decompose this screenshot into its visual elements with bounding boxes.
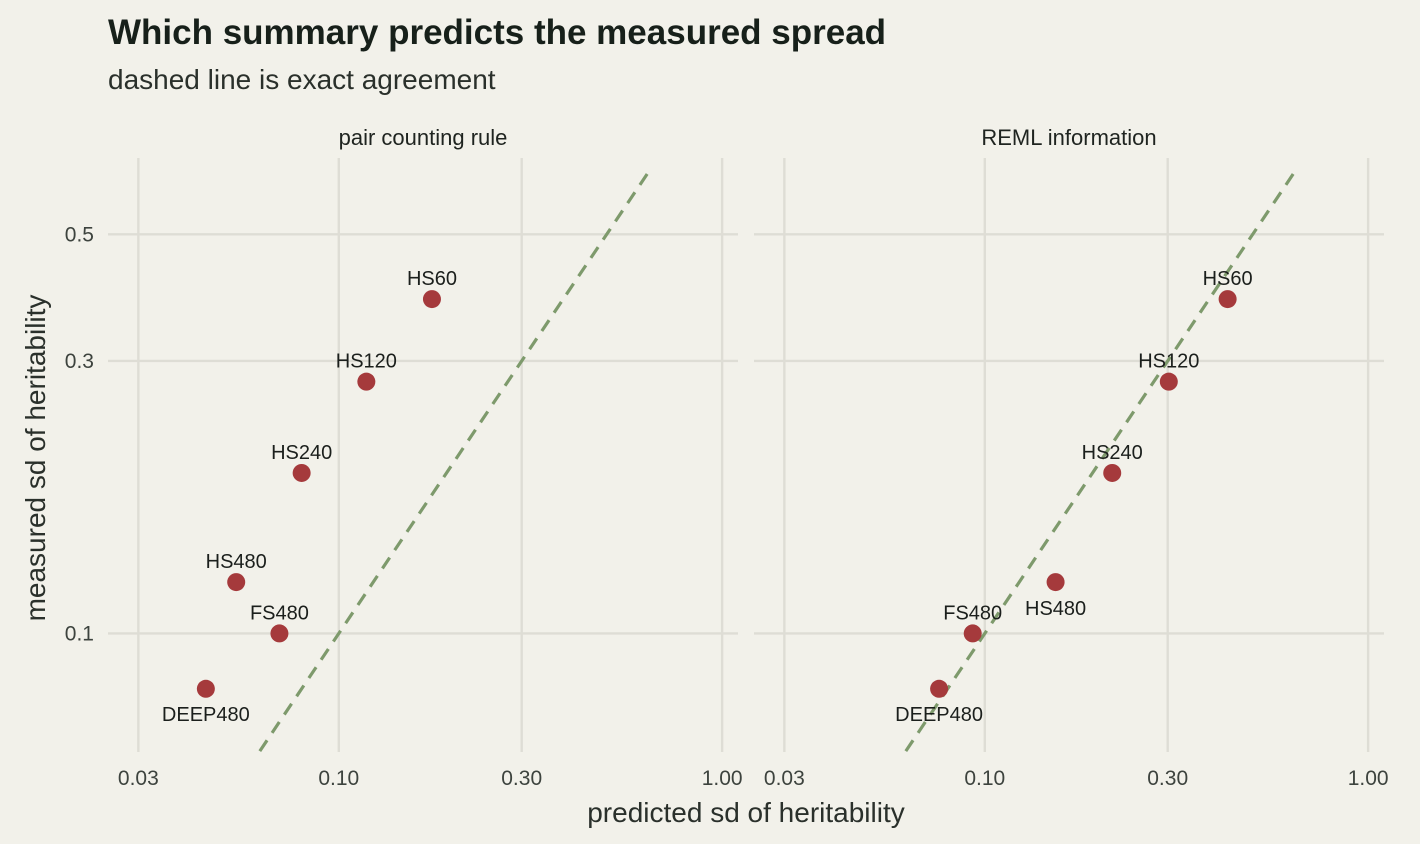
panel-0: pair counting rule 0.03 0.10 0.30 1.00 0.1 0.3… [65, 125, 743, 790]
point-label: HS480 [206, 551, 267, 573]
y-axis-title: measured sd of heritability [20, 295, 51, 622]
x-tick-label: 1.00 [1348, 767, 1389, 790]
x-tick-label: 1.00 [702, 767, 743, 790]
point-label: HS120 [336, 351, 397, 373]
x-axis-title: predicted sd of heritability [587, 797, 905, 828]
data-point [1046, 573, 1065, 592]
panel-title: pair counting rule [339, 125, 508, 150]
point-label: FS480 [943, 602, 1002, 624]
data-point [1103, 463, 1122, 482]
x-tick-label: 0.30 [501, 767, 542, 790]
data-point [1159, 372, 1178, 391]
point-label: DEEP480 [895, 704, 983, 726]
reference-line [257, 168, 652, 752]
y-tick-label: 0.1 [65, 622, 94, 645]
panels: pair counting rule 0.03 0.10 0.30 1.00 0.1 0.3… [65, 125, 1389, 790]
data-point [357, 372, 376, 391]
data-point [422, 290, 441, 309]
data-point [227, 573, 246, 592]
point-label: HS60 [407, 268, 457, 290]
panel-title: REML information [981, 125, 1156, 150]
data-point [292, 463, 311, 482]
data-point [963, 624, 982, 643]
x-tick-label: 0.10 [964, 767, 1005, 790]
point-label: DEEP480 [162, 704, 250, 726]
data-point [1218, 290, 1237, 309]
point-label: HS480 [1025, 598, 1086, 620]
x-tick-label: 0.03 [118, 767, 159, 790]
y-tick-label: 0.5 [65, 223, 94, 246]
chart-subtitle: dashed line is exact agreement [108, 64, 496, 95]
data-point [270, 624, 289, 643]
panel-1: REML information 0.03 0.10 0.30 1.00 HS60 HS12… [754, 125, 1389, 790]
point-label: HS60 [1203, 268, 1253, 290]
data-point [930, 679, 949, 698]
x-tick-label: 0.03 [764, 767, 805, 790]
point-label: HS120 [1138, 351, 1199, 373]
y-tick-label: 0.3 [65, 350, 94, 373]
point-label: FS480 [250, 602, 309, 624]
data-point [196, 679, 215, 698]
chart-title: Which summary predicts the measured spre… [108, 13, 886, 52]
x-tick-label: 0.10 [318, 767, 359, 790]
reference-line [903, 168, 1298, 752]
point-label: HS240 [1082, 442, 1143, 464]
point-label: HS240 [271, 442, 332, 464]
x-tick-label: 0.30 [1147, 767, 1188, 790]
